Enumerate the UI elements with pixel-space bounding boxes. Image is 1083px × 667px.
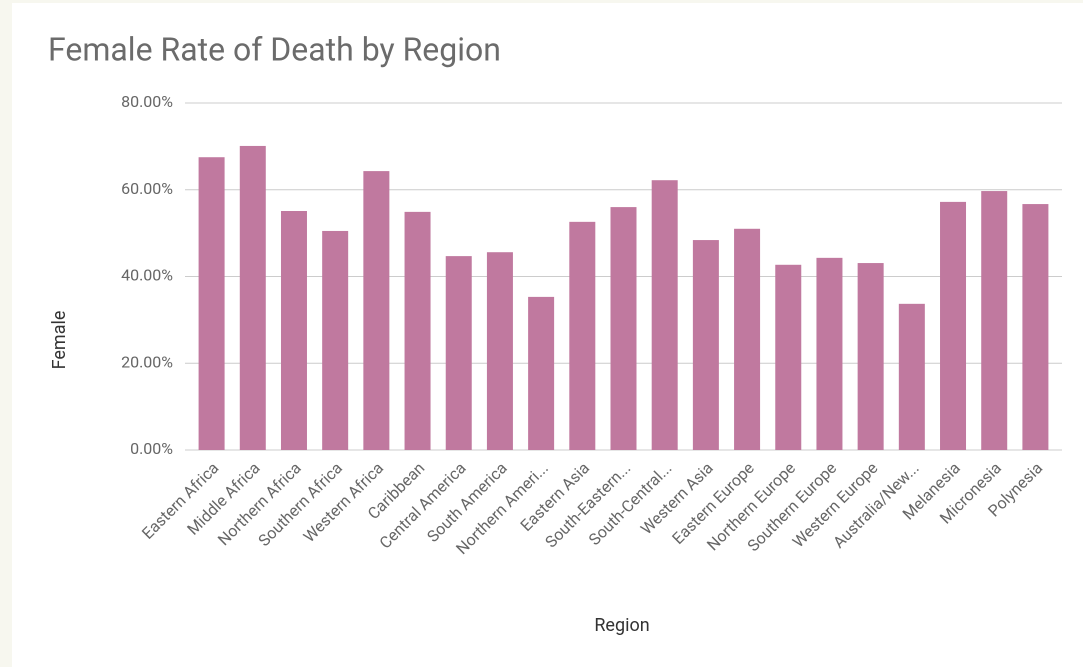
y-tick-label: 40.00% [121, 266, 173, 285]
bar [1022, 204, 1049, 450]
bar [363, 171, 390, 450]
bar [898, 303, 925, 450]
y-tick-label: 20.00% [121, 352, 173, 371]
bar [610, 207, 637, 450]
bar [198, 157, 225, 450]
bar [322, 230, 349, 450]
bar [239, 145, 266, 450]
x-axis-title: Region [594, 615, 649, 636]
bar [734, 228, 761, 450]
bar [404, 211, 431, 450]
y-tick-label: 80.00% [121, 92, 173, 111]
bar [445, 256, 472, 450]
bar [775, 264, 802, 450]
bar [569, 221, 596, 450]
bar [651, 180, 678, 450]
bar [486, 252, 513, 450]
y-axis-title: Female [49, 311, 70, 370]
bar [940, 201, 967, 450]
bar [280, 211, 307, 450]
bar [981, 191, 1008, 450]
bar [692, 240, 719, 450]
bar [816, 257, 843, 450]
bar [528, 296, 555, 450]
y-tick-label: 60.00% [121, 179, 173, 198]
bar [857, 263, 884, 450]
chart-title: Female Rate of Death by Region [48, 30, 501, 68]
y-tick-label: 0.00% [130, 439, 173, 458]
